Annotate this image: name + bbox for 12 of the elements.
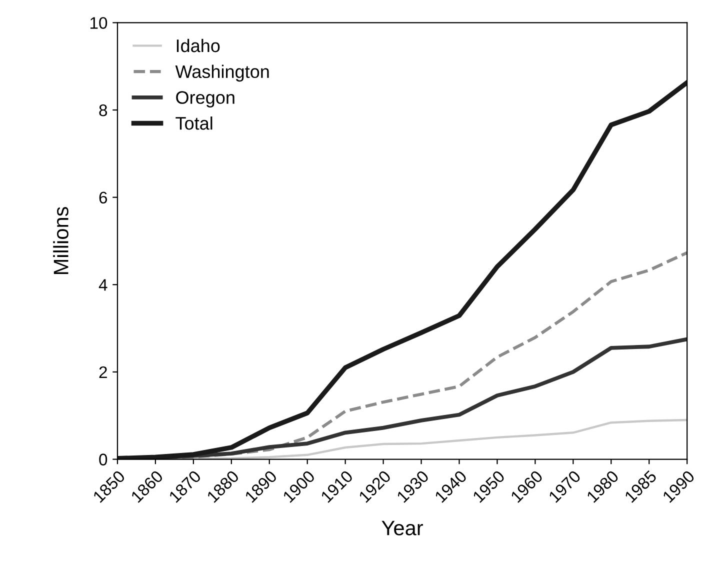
legend-label: Idaho <box>176 38 220 52</box>
y-axis-title: Millions <box>53 206 68 274</box>
y-tick-label: 2 <box>99 366 107 378</box>
y-tick-label: 8 <box>99 104 108 116</box>
legend-label: Total <box>176 116 212 130</box>
y-tick-label: 10 <box>90 17 108 29</box>
legend-label: Oregon <box>176 91 234 108</box>
y-tick-label: 0 <box>99 454 108 466</box>
legend-label: Washington <box>175 64 269 82</box>
y-tick-label: 6 <box>99 192 108 204</box>
y-tick-label: 4 <box>98 279 108 291</box>
x-axis-title: Year <box>382 520 423 536</box>
